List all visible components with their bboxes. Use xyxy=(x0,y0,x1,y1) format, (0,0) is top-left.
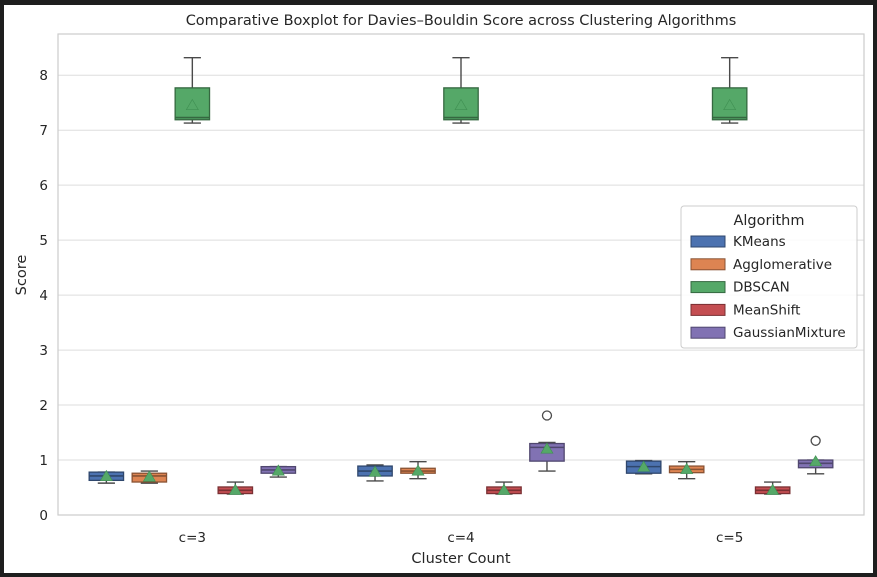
box-KMeans-c=4 xyxy=(357,464,393,482)
box-Agglomerative-c=5 xyxy=(668,460,705,480)
mean-marker xyxy=(680,462,694,474)
legend-item-Agglomerative: Agglomerative xyxy=(690,257,832,273)
legend: Algorithm KMeans Agglomerative DBSCAN MeanS… xyxy=(680,205,858,349)
legend-label: MeanShift xyxy=(733,302,800,318)
y-tick-label: 8 xyxy=(39,68,48,84)
legend-item-KMeans: KMeans xyxy=(690,234,786,250)
legend-swatch xyxy=(690,281,726,294)
y-tick-label: 2 xyxy=(39,398,48,414)
box-DBSCAN-c=4 xyxy=(443,56,479,124)
mean-marker xyxy=(142,470,156,482)
outlier-point xyxy=(541,410,553,421)
mean-marker xyxy=(99,469,113,482)
legend-label: GaussianMixture xyxy=(733,325,846,341)
mean-marker xyxy=(497,483,511,495)
box-Agglomerative-c=4 xyxy=(400,460,436,480)
box-DBSCAN-c=3 xyxy=(174,56,211,124)
x-tick-label: c=4 xyxy=(447,530,474,546)
box-body xyxy=(711,87,748,121)
box-DBSCAN-c=5 xyxy=(711,56,748,124)
chart-title: Comparative Boxplot for Davies–Bouldin S… xyxy=(186,13,737,29)
legend-item-MeanShift: MeanShift xyxy=(690,302,800,318)
mean-marker xyxy=(809,455,823,467)
box-MeanShift-c=3 xyxy=(217,481,254,495)
box-KMeans-c=5 xyxy=(625,459,662,475)
y-tick-label: 7 xyxy=(39,123,48,139)
box-KMeans-c=3 xyxy=(88,469,125,484)
mean-marker xyxy=(723,98,737,110)
legend-label: Agglomerative xyxy=(733,257,832,273)
mean-marker xyxy=(368,465,382,477)
legend-swatch xyxy=(690,258,726,271)
x-axis-label: Cluster Count xyxy=(411,551,510,567)
legend-items: KMeans Agglomerative DBSCAN MeanShift Gaussi… xyxy=(690,234,846,341)
box-MeanShift-c=5 xyxy=(754,481,791,495)
y-tick-label: 1 xyxy=(39,453,48,469)
chart-canvas: 0 1 2 3 4 5 6 7 8 c=3 c=4 c=5 Comparative Boxplot f… xyxy=(4,5,873,573)
box-GaussianMixture-c=3 xyxy=(260,464,297,478)
box-GaussianMixture-c=4 xyxy=(529,410,565,472)
x-tick-label: c=3 xyxy=(179,530,206,546)
legend-label: KMeans xyxy=(733,234,786,250)
mean-marker xyxy=(411,464,425,476)
legend-swatch xyxy=(690,303,726,316)
mean-marker xyxy=(540,442,554,454)
legend-item-GaussianMixture: GaussianMixture xyxy=(690,325,846,341)
y-tick-label: 6 xyxy=(39,178,48,194)
legend-item-DBSCAN: DBSCAN xyxy=(690,280,790,296)
y-tick-label: 0 xyxy=(39,508,48,524)
legend-label: DBSCAN xyxy=(733,280,790,296)
y-tick-label: 5 xyxy=(39,233,48,249)
legend-title: Algorithm xyxy=(733,213,804,229)
mean-marker xyxy=(766,483,780,495)
box-Agglomerative-c=3 xyxy=(131,470,168,484)
y-tick-label: 4 xyxy=(39,288,48,304)
mean-marker xyxy=(637,460,651,472)
y-axis-label: Score xyxy=(14,255,30,296)
plot-area xyxy=(88,56,834,495)
mean-marker xyxy=(454,98,468,110)
legend-swatch xyxy=(690,326,726,339)
legend-swatch xyxy=(690,235,726,248)
mean-marker xyxy=(185,98,199,110)
y-tick-label: 3 xyxy=(39,343,48,359)
box-GaussianMixture-c=5 xyxy=(797,435,834,475)
outlier-point xyxy=(810,435,821,446)
plot-frame xyxy=(57,33,865,516)
box-MeanShift-c=4 xyxy=(486,481,522,495)
x-tick-label: c=5 xyxy=(716,530,743,546)
boxplot-chart: 0 1 2 3 4 5 6 7 8 c=3 c=4 c=5 Comparative Boxplot f… xyxy=(14,13,865,567)
axes: 0 1 2 3 4 5 6 7 8 c=3 c=4 c=5 xyxy=(39,68,743,546)
mean-marker xyxy=(271,464,285,476)
mean-marker xyxy=(228,483,242,495)
